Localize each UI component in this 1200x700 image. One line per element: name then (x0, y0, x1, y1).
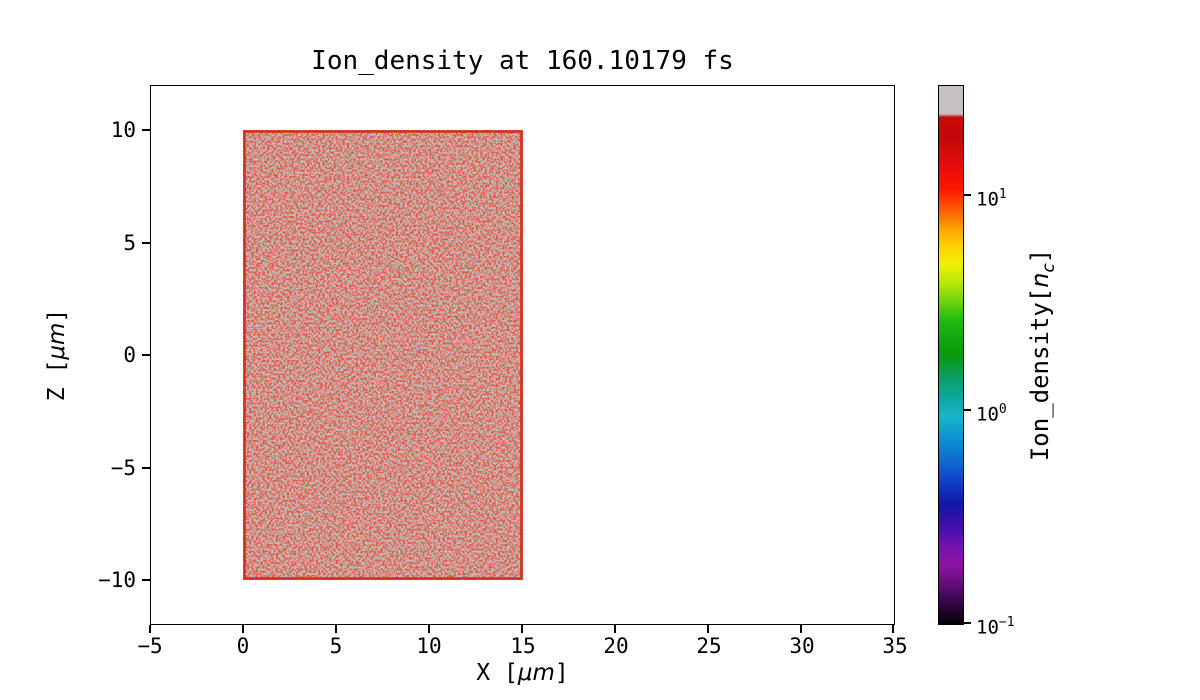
colorbar-tick-label: 101 (976, 181, 1007, 211)
colorbar-tick-label: 10−1 (976, 609, 1015, 639)
slab-outline (243, 130, 523, 580)
tick-exponent: 0 (998, 402, 1007, 417)
y-tick-label: 0 (123, 343, 136, 367)
x-tick-label: 15 (510, 634, 536, 658)
y-axis-label-suffix: ] (44, 308, 70, 323)
x-tick-mark (707, 625, 709, 633)
y-tick-mark (142, 579, 150, 581)
x-tick-label: 10 (416, 634, 442, 658)
tick-exponent: 1 (998, 187, 1007, 202)
colorbar-label-variable: n (1026, 272, 1055, 288)
x-tick-label: −5 (137, 634, 163, 658)
colorbar-axis-label: Ion_density[nc] (1026, 249, 1058, 461)
x-tick-label: 35 (882, 634, 908, 658)
colorbar-tick-mark (964, 622, 971, 624)
y-axis-label-prefix: Z [ (44, 359, 70, 402)
x-tick-label: 20 (603, 634, 629, 658)
y-axis-label: Z [μm] (44, 309, 70, 401)
x-tick-mark (892, 625, 894, 633)
x-axis-label-suffix: ] (554, 660, 569, 686)
y-tick-mark (142, 242, 150, 244)
colorbar-label-suffix: ] (1026, 248, 1055, 264)
density-heatmap-region (243, 130, 523, 580)
y-tick-mark (142, 129, 150, 131)
tick-base: 10 (976, 188, 999, 211)
colorbar (938, 85, 964, 625)
x-tick-mark (335, 625, 337, 633)
x-tick-mark (428, 625, 430, 633)
y-tick-mark (142, 354, 150, 356)
x-tick-mark (521, 625, 523, 633)
x-tick-label: 0 (236, 634, 250, 658)
x-tick-label: 30 (789, 634, 815, 658)
x-tick-mark (149, 625, 151, 633)
y-tick-mark (142, 467, 150, 469)
y-tick-label: 5 (123, 231, 136, 255)
tick-base: 10 (976, 616, 999, 639)
tick-exponent: −1 (998, 615, 1015, 630)
plot-title: Ion_density at 160.10179 fs (311, 46, 734, 76)
x-tick-label: 5 (329, 634, 343, 658)
y-tick-label: 10 (110, 118, 136, 142)
y-tick-label: −5 (110, 456, 136, 480)
slab-noise-texture (243, 130, 523, 580)
colorbar-tick-mark (964, 194, 971, 196)
tick-base: 10 (976, 403, 999, 426)
y-tick-label: −10 (98, 568, 136, 592)
x-axis-label-prefix: X [ (476, 660, 518, 686)
colorbar-tick-label: 100 (976, 396, 1007, 426)
colorbar-label-subscript: c (1037, 263, 1058, 273)
x-tick-mark (614, 625, 616, 633)
x-tick-mark (242, 625, 244, 633)
y-axis-label-unit: μm (44, 322, 70, 360)
x-tick-label: 25 (696, 634, 722, 658)
x-tick-mark (800, 625, 802, 633)
colorbar-label-prefix: Ion_density[ (1026, 287, 1055, 462)
x-axis-label-unit: μm (517, 660, 555, 686)
x-axis-label: X [μm] (150, 660, 895, 686)
colorbar-tick-mark (964, 409, 971, 411)
